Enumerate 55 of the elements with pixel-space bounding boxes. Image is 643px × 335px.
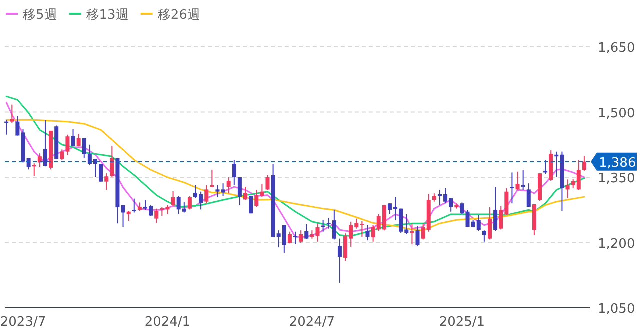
y-tick-label: 1,650 bbox=[598, 41, 636, 56]
candlestick bbox=[494, 186, 498, 232]
candlestick bbox=[232, 160, 236, 186]
candlestick bbox=[566, 179, 570, 199]
candlestick bbox=[132, 198, 136, 214]
candlestick bbox=[288, 231, 292, 244]
candlestick bbox=[238, 177, 242, 206]
candlestick bbox=[60, 149, 64, 161]
candlestick bbox=[188, 196, 192, 210]
y-tick-label: 1,200 bbox=[598, 236, 636, 252]
candlestick bbox=[204, 184, 209, 204]
candlestick bbox=[104, 173, 109, 191]
candlestick bbox=[76, 134, 81, 148]
candlestick bbox=[338, 238, 342, 284]
candlestick bbox=[226, 177, 231, 194]
y-tick-label: 1,050 bbox=[598, 302, 636, 317]
ref-line-label: 1,386 bbox=[599, 156, 636, 171]
candlestick bbox=[121, 204, 126, 228]
candlestick bbox=[110, 146, 114, 178]
x-tick-label: 2024/1 bbox=[144, 315, 191, 330]
candlestick bbox=[43, 120, 48, 168]
candlestick bbox=[266, 174, 270, 191]
candlestick bbox=[516, 171, 520, 191]
legend-label: 移13週 bbox=[86, 8, 129, 23]
candlestick bbox=[510, 172, 514, 204]
candlestick bbox=[299, 230, 304, 244]
x-tick-label: 2023/7 bbox=[0, 315, 46, 330]
candlestick bbox=[416, 226, 420, 247]
candlestick bbox=[126, 210, 131, 222]
y-tick-label: 1,350 bbox=[598, 172, 636, 186]
candlestick bbox=[488, 207, 492, 240]
candlestick bbox=[38, 153, 42, 168]
candlestick bbox=[71, 128, 76, 148]
x-tick-label: 2025/1 bbox=[439, 315, 486, 330]
candlestick bbox=[582, 156, 586, 172]
candlestick bbox=[294, 231, 298, 245]
x-tick-label: 2024/7 bbox=[289, 315, 336, 330]
candlestick bbox=[366, 224, 370, 242]
candlestick bbox=[216, 184, 220, 198]
candlestick bbox=[99, 164, 104, 182]
candlestick bbox=[221, 183, 226, 197]
candlestick bbox=[304, 224, 309, 240]
candlestick bbox=[526, 183, 531, 208]
legend-label: 移5週 bbox=[23, 8, 58, 23]
candlestick bbox=[171, 190, 176, 207]
candlestick bbox=[10, 104, 14, 124]
candlestick bbox=[16, 116, 20, 136]
candlestick bbox=[154, 208, 159, 224]
candlestick bbox=[244, 186, 248, 201]
candlestick bbox=[482, 230, 486, 242]
candlestick bbox=[249, 196, 254, 214]
candlestick bbox=[66, 134, 70, 156]
candlestick bbox=[460, 202, 464, 215]
legend-label: 移26週 bbox=[158, 8, 200, 23]
y-tick-label: 1,500 bbox=[598, 106, 636, 122]
